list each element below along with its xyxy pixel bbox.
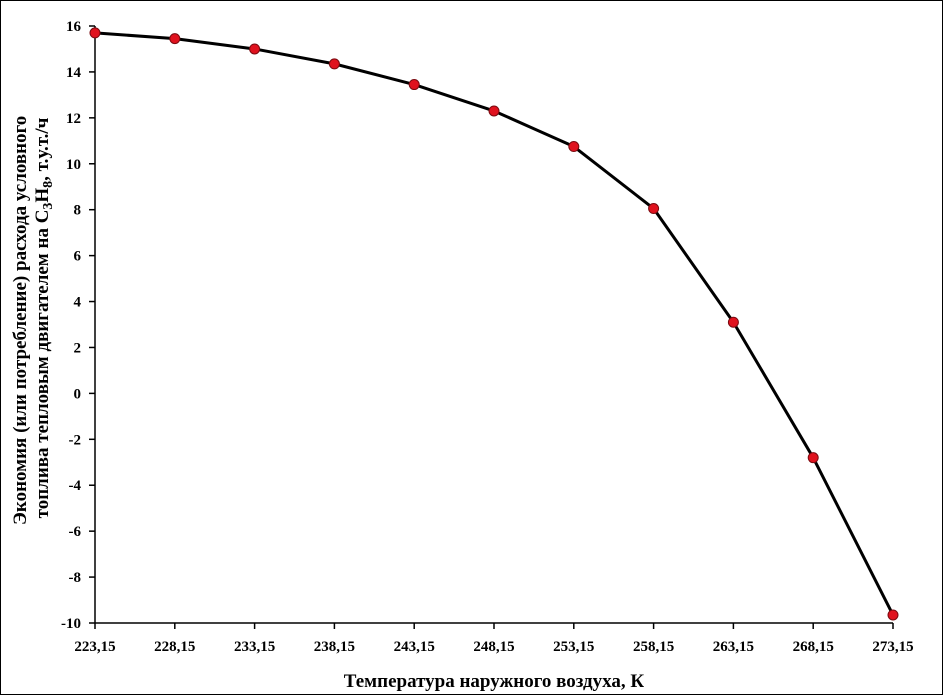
data-point <box>169 33 181 45</box>
y-axis-title-line-2: топлива тепловым двигателем на C3H8, т.у… <box>32 117 56 518</box>
y-tick-label: 4 <box>74 295 82 311</box>
x-tick-label: 243,15 <box>394 639 435 655</box>
data-point <box>807 452 819 464</box>
x-tick-label: 253,15 <box>553 639 594 655</box>
data-point <box>727 316 739 328</box>
y-axis-title-line-1: Экономия (или потребление) расхода услов… <box>10 116 31 525</box>
y-tick-label: 10 <box>66 157 81 173</box>
y-axis-title: Экономия (или потребление) расхода услов… <box>10 111 56 525</box>
data-point <box>648 203 660 215</box>
y-tick-label: 16 <box>66 19 82 35</box>
y-tick-label: -4 <box>69 478 82 494</box>
x-tick-label: 273,15 <box>872 639 913 655</box>
series-line <box>94 31 895 616</box>
y-tick-label: -8 <box>69 570 82 586</box>
y-axis-title-subscript-8: 8 <box>41 181 56 188</box>
y-tick-label: -6 <box>69 524 82 540</box>
y-tick-label: 8 <box>74 203 82 219</box>
series-line-group <box>94 31 895 616</box>
data-point <box>568 141 580 153</box>
data-point <box>328 58 340 70</box>
axes <box>89 25 894 629</box>
y-axis-title-subscript-3: 3 <box>41 203 56 210</box>
y-tick-label: -2 <box>69 432 82 448</box>
x-tick-label: 268,15 <box>793 639 834 655</box>
y-axis-title-unit: , т.у.т./ч <box>32 117 53 180</box>
data-points <box>89 27 899 621</box>
data-point <box>89 27 101 39</box>
data-point <box>408 79 420 91</box>
data-point <box>887 609 899 621</box>
x-tick-label: 223,15 <box>74 639 115 655</box>
data-point <box>488 105 500 117</box>
y-tick-label: 12 <box>66 111 81 127</box>
y-tick-label: 6 <box>74 249 82 265</box>
data-point <box>249 43 261 55</box>
x-axis-title: Температура наружного воздуха, К <box>344 671 645 692</box>
x-tick-label: 233,15 <box>234 639 275 655</box>
x-tick-label: 258,15 <box>633 639 674 655</box>
x-tick-label: 238,15 <box>314 639 355 655</box>
y-axis-title-prefix: топлива тепловым двигателем на C <box>32 210 53 519</box>
x-tick-label: 248,15 <box>473 639 514 655</box>
y-tick-label: 0 <box>74 386 82 402</box>
x-tick-labels: 223,15 228,15 233,15 238,15 243,15 248,15 253,… <box>74 639 913 655</box>
y-tick-label: 14 <box>66 65 82 81</box>
y-tick-labels: 16 14 12 10 8 6 4 2 0 -2 -4 -6 -8 -10 <box>61 19 82 632</box>
x-tick-label: 263,15 <box>713 639 754 655</box>
y-tick-label: 2 <box>74 340 82 356</box>
y-axis-title-h: H <box>32 188 53 203</box>
x-tick-label: 228,15 <box>154 639 195 655</box>
y-tick-label: -10 <box>61 616 81 632</box>
